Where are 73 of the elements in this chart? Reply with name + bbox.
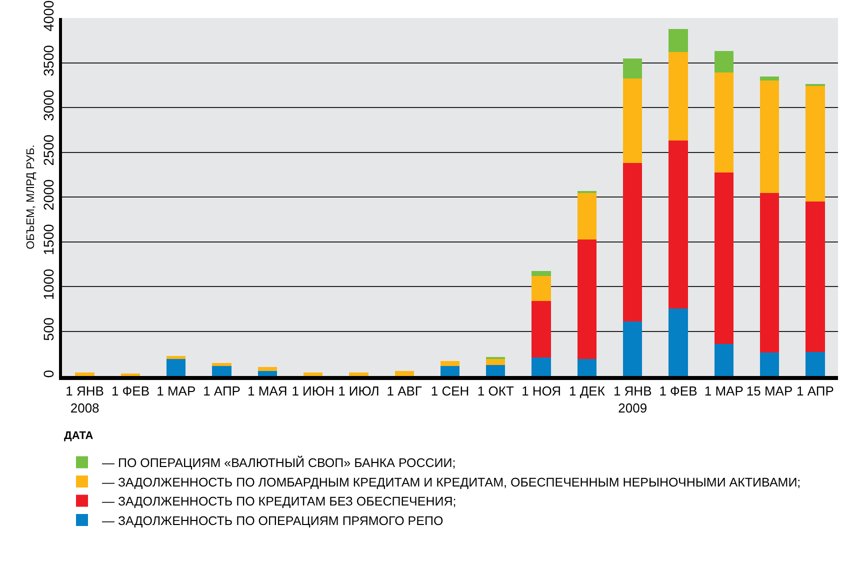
bar — [349, 372, 368, 376]
y-tick-label: 2000 — [40, 179, 56, 210]
bar — [212, 363, 232, 366]
x-tick-label: 1 ЯНВ 2008 — [66, 384, 104, 416]
x-tick-label: 1 ФЕВ — [659, 384, 698, 399]
bar — [258, 367, 277, 372]
bar — [623, 78, 642, 163]
y-tick-label: 3000 — [40, 90, 56, 121]
bar — [577, 240, 597, 359]
y-tick-label: 2500 — [40, 134, 56, 166]
x-tick-label: 1 АПР — [796, 384, 834, 399]
bar — [668, 29, 688, 52]
bar — [166, 359, 186, 376]
bar — [120, 373, 140, 376]
bar — [714, 72, 734, 172]
x-tick-label: 1 ЯНВ 2009 — [613, 384, 652, 416]
x-tick-label: 1 МАР — [156, 384, 196, 399]
bar — [303, 372, 323, 376]
bar — [394, 371, 414, 376]
y-tick-label: 0 — [40, 370, 56, 378]
legend-label: — ЗАДОЛЖЕННОСТЬ ПО ЛОМБАРДНЫМ КРЕДИТАМ И КРЕДИТАМ, ОБЕСПЕЧЕННЫМ НЕРЫНОЧНЫМИ АКТИВАМИ; — [102, 475, 801, 490]
bar — [806, 201, 825, 352]
y-tick-label: 3500 — [40, 44, 56, 76]
y-axis-title: ОБЪЕМ, МЛРД РУБ. — [25, 144, 38, 250]
x-tick-label: 1 ДЕК — [568, 384, 606, 399]
bar — [440, 360, 460, 366]
bar — [486, 364, 506, 376]
x-tick-label: 1 ИЮЛ — [338, 384, 380, 399]
bar — [486, 358, 506, 365]
bar — [623, 321, 642, 376]
bar — [668, 140, 688, 308]
x-tick-label: 1 АПР — [203, 384, 240, 399]
bar — [668, 308, 688, 376]
bar — [75, 372, 94, 376]
x-tick-label: 1 ОКТ — [477, 384, 514, 399]
x-axis-title: ДАТА — [64, 430, 94, 442]
bar — [806, 352, 825, 376]
bar — [577, 192, 597, 240]
legend-label: — ЗАДОЛЖЕННОСТЬ ПО КРЕДИТАМ БЕЗ ОБЕСПЕЧЕНИЯ; — [102, 494, 456, 509]
bar — [760, 76, 780, 81]
bar — [532, 358, 551, 376]
y-tick-label: 1500 — [40, 224, 56, 256]
y-tick-label: 500 — [40, 317, 56, 341]
bar — [760, 192, 780, 352]
x-tick-label: 1 СЕН — [430, 384, 470, 399]
bar — [258, 371, 277, 376]
y-tick-label: 4000 — [40, 0, 56, 32]
bar — [760, 352, 780, 376]
bar — [532, 300, 551, 358]
bar — [577, 359, 597, 376]
bar — [714, 51, 734, 73]
x-tick-label: 1 ФЕВ — [111, 384, 150, 399]
x-tick-label: 15 МАР — [746, 384, 793, 399]
bar — [760, 80, 780, 193]
x-tick-label: 1 ИЮН — [292, 384, 334, 399]
bar — [623, 162, 642, 322]
bar — [668, 52, 688, 141]
x-tick-label: 1 МАР — [704, 384, 744, 399]
bar — [440, 366, 460, 376]
bar — [623, 58, 642, 78]
legend-label: — ПО ОПЕРАЦИЯМ «ВАЛЮТНЫЙ СВОП» БАНКА РОССИИ; — [102, 455, 456, 470]
x-tick-label: 1 МАЯ — [248, 384, 288, 399]
y-tick-label: 1000 — [40, 268, 56, 300]
legend-label: — ЗАДОЛЖЕННОСТЬ ПО ОПЕРАЦИЯМ ПРЯМОГО РЕПО — [102, 514, 444, 528]
bar — [212, 366, 232, 376]
bar — [532, 270, 551, 276]
bar — [532, 276, 551, 301]
x-tick-label: 1 НОЯ — [522, 384, 562, 399]
bar — [166, 356, 186, 359]
x-tick-label: 1 АВГ — [386, 384, 422, 399]
bar — [806, 85, 825, 202]
bar — [714, 344, 734, 376]
bar — [714, 172, 734, 344]
